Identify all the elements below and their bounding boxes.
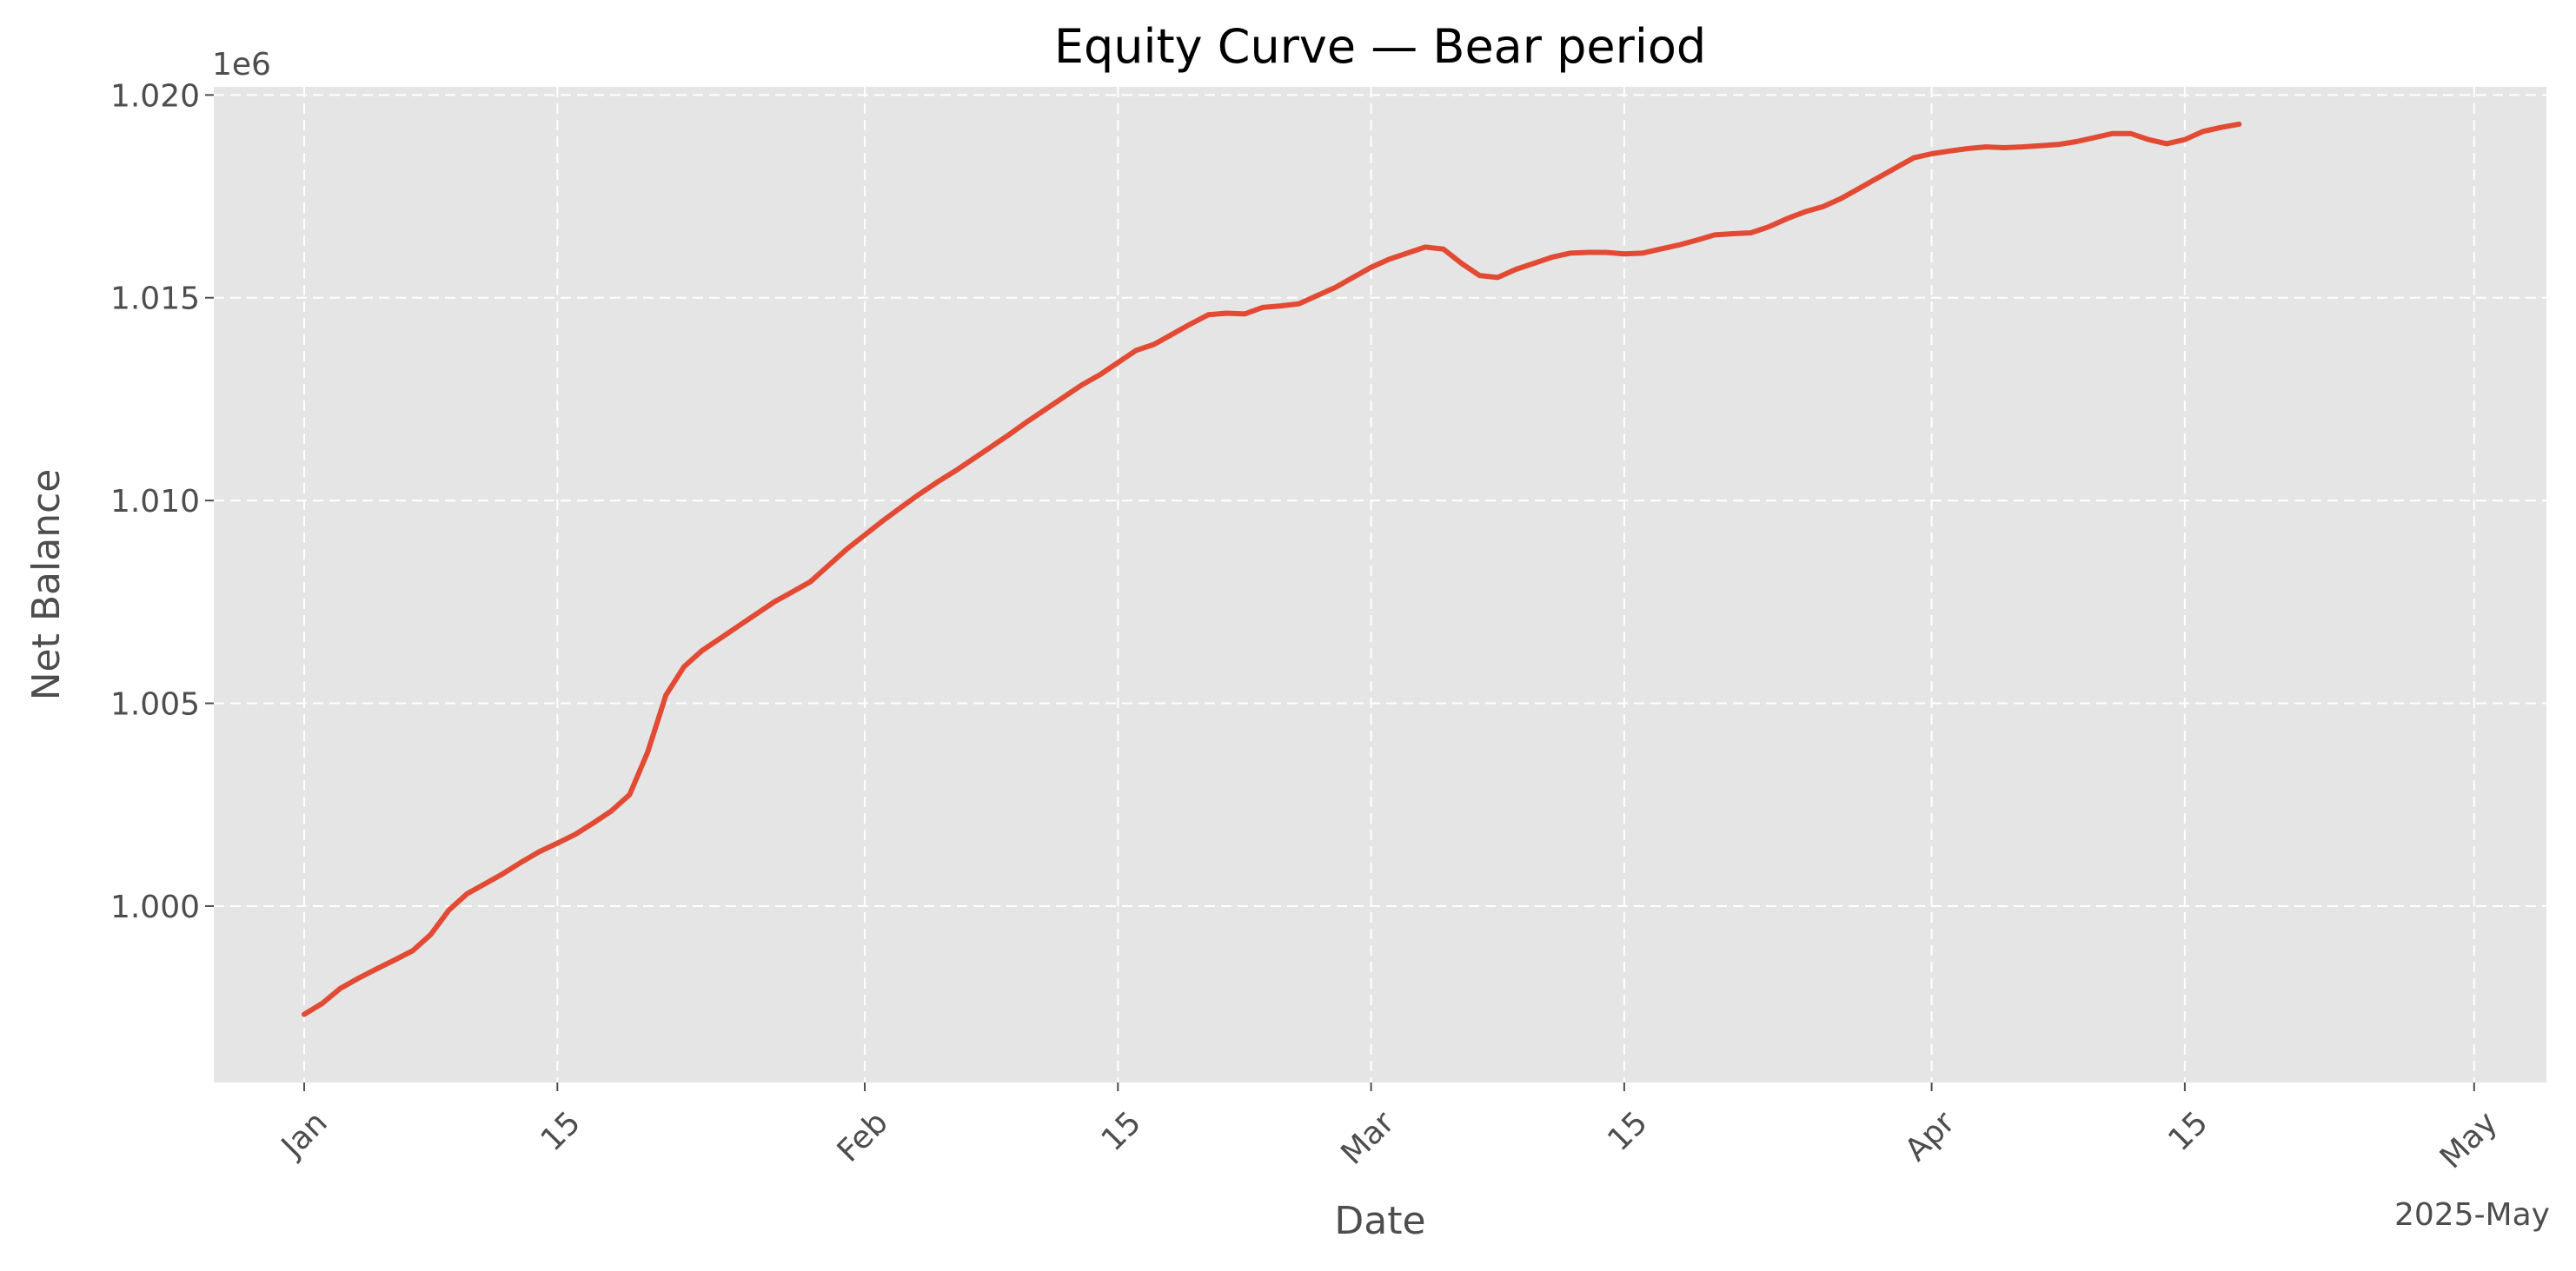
y-tick-label: 1.000 <box>110 890 200 925</box>
equity-line <box>302 121 2242 1017</box>
x-tick-label: 15 <box>2161 1105 2214 1158</box>
x-tick-label: Jan <box>274 1105 335 1166</box>
x-axis-label: Date <box>1334 1199 1425 1243</box>
y-tick-label: 1.015 <box>110 281 200 317</box>
x-axis-tick-labels: Jan 15 Feb 15 Mar 15 Apr 15 May <box>274 1105 2504 1176</box>
y-tick-label: 1.010 <box>110 484 200 520</box>
y-tick-label: 1.020 <box>110 78 200 114</box>
plot-background <box>214 87 2546 1082</box>
x-tick-label: 15 <box>534 1105 588 1158</box>
x-tick-label: Apr <box>1898 1105 1962 1168</box>
y-axis-label: Net Balance <box>24 469 69 701</box>
y-axis-offset-label: 1e6 <box>212 47 271 83</box>
x-axis-offset-label: 2025-May <box>2394 1197 2550 1233</box>
x-tick-label: May <box>2433 1105 2505 1176</box>
axis-ticks <box>205 94 2475 1091</box>
x-tick-label: Mar <box>1334 1105 1401 1172</box>
y-axis-tick-labels: 1.000 1.005 1.010 1.015 1.020 <box>110 78 200 925</box>
x-tick-label: 15 <box>1601 1105 1654 1158</box>
grid-lines <box>214 87 2546 1082</box>
x-tick-label: 15 <box>1095 1105 1148 1158</box>
chart-title: Equity Curve — Bear period <box>1054 19 1706 74</box>
x-tick-label: Feb <box>831 1105 895 1169</box>
y-tick-label: 1.005 <box>110 687 200 723</box>
